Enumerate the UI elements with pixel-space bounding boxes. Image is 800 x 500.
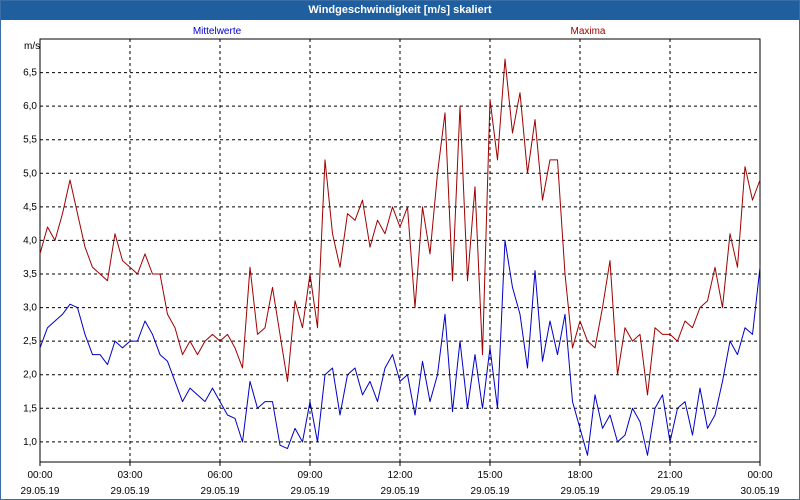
y-tick-label: 4,0 [23, 235, 37, 246]
x-tick-date: 29.05.19 [471, 486, 510, 497]
y-tick-label: 6,5 [23, 68, 37, 79]
y-tick-label: 3,5 [23, 269, 37, 280]
legend-maxima: Maxima [570, 26, 605, 37]
x-tick-date: 29.05.19 [291, 486, 330, 497]
legend-mittelwerte: Mittelwerte [193, 26, 242, 37]
y-tick-label: 4,5 [23, 202, 37, 213]
x-tick-date: 29.05.19 [21, 486, 60, 497]
grid-lines [40, 39, 760, 462]
x-tick-time: 21:00 [657, 470, 682, 481]
x-tick-time: 00:00 [27, 470, 52, 481]
y-tick-label: 3,0 [23, 303, 37, 314]
x-tick-time: 06:00 [207, 470, 232, 481]
x-tick-time: 15:00 [477, 470, 502, 481]
x-tick-time: 09:00 [297, 470, 322, 481]
y-tick-label: 2,5 [23, 336, 37, 347]
axes-layer: 1,0 1,5 2,0 2,5 3,0 3,5 4,0 4,5 5,0 5,5 6,0 6,5 00:0… [21, 68, 780, 497]
y-tick-label: 1,0 [23, 437, 37, 448]
y-tick-label: 6,0 [23, 101, 37, 112]
y-tick-label: 5,5 [23, 135, 37, 146]
x-tick-date: 30.05.19 [741, 486, 780, 497]
series-layer [39, 58, 761, 456]
series-mittelwerte-line [39, 239, 761, 456]
x-tick-date: 29.05.19 [561, 486, 600, 497]
y-tick-label: 1,5 [23, 403, 37, 414]
y-tick-label: 2,0 [23, 370, 37, 381]
y-tick-label: 5,0 [23, 168, 37, 179]
x-tick-time: 03:00 [117, 470, 142, 481]
x-tick-time: 00:00 [747, 470, 772, 481]
x-tick-date: 29.05.19 [651, 486, 690, 497]
window-title: Windgeschwindigkeit [m/s] skaliert [1, 1, 799, 20]
x-tick-date: 29.05.19 [111, 486, 150, 497]
x-tick-date: 29.05.19 [381, 486, 420, 497]
x-tick-time: 12:00 [387, 470, 412, 481]
x-tick-time: 18:00 [567, 470, 592, 481]
x-tick-date: 29.05.19 [201, 486, 240, 497]
series-maxima-line [39, 58, 761, 396]
y-axis-label: m/s [24, 41, 40, 52]
